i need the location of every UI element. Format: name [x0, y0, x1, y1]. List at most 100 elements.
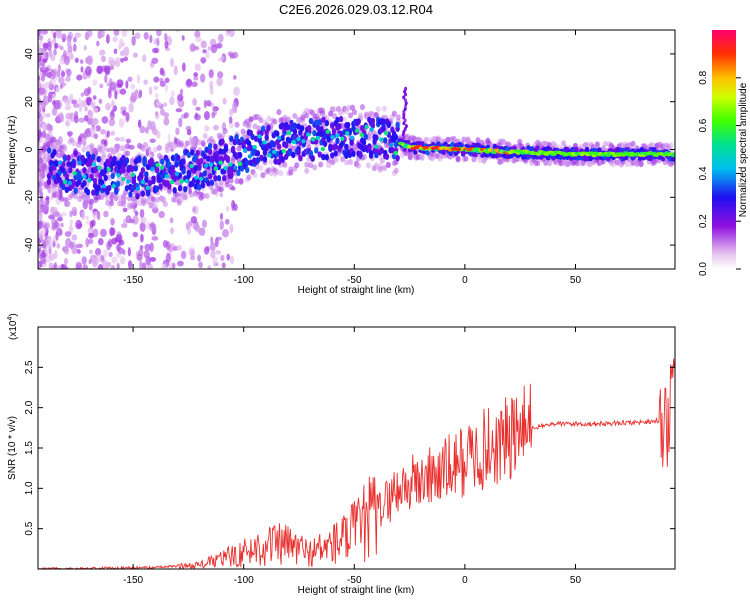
heatmap-speckle: [92, 107, 99, 114]
heatmap-speckle: [114, 137, 121, 142]
heatmap-speckle: [90, 126, 97, 134]
heatmap-halo: [304, 107, 310, 114]
heatmap-speckle: [48, 253, 55, 261]
heatmap-halo: [238, 177, 244, 184]
heatmap-speckle: [75, 243, 83, 249]
heatmap-core-cell: [330, 134, 335, 140]
heatmap-speckle: [38, 120, 41, 131]
heatmap-speckle: [151, 236, 159, 241]
heatmap-ridge-cell: [393, 141, 399, 148]
heatmap-speckle: [97, 210, 101, 221]
heatmap-speckle: [210, 250, 216, 259]
heatmap-speckle: [92, 257, 98, 268]
heatmap-speckle: [38, 133, 41, 144]
heatmap-speckle: [161, 263, 167, 269]
heatmap-halo: [53, 191, 59, 198]
heatmap-halo: [115, 143, 121, 150]
heatmap-halo: [234, 178, 240, 185]
heatmap-ridge-cell: [237, 151, 243, 159]
heatmap-core-cell: [393, 150, 399, 156]
heatmap-speckle: [38, 54, 42, 63]
heatmap-halo: [41, 147, 47, 154]
heatmap-ridge-cell: [289, 125, 294, 132]
heatmap-ridge-cell: [303, 134, 308, 141]
heatmap-core-cell: [87, 178, 92, 183]
heatmap-speckle: [233, 75, 237, 80]
heatmap-speckle: [105, 102, 111, 111]
heatmap-ridge-cell: [206, 180, 211, 187]
heatmap-speckle: [226, 253, 231, 261]
heatmap-speckle: [120, 106, 127, 112]
heatmap-ridge-cell: [142, 160, 147, 167]
heatmap-speckle: [111, 256, 118, 264]
heatmap-speckle: [78, 103, 83, 113]
heatmap-speckle: [149, 34, 153, 44]
heatmap-speckle: [47, 242, 53, 249]
heatmap-ridge-cell: [68, 166, 73, 174]
heatmap-speckle: [205, 126, 210, 131]
heatmap-ridge-cell: [73, 150, 78, 157]
heatmap-speckle: [219, 192, 223, 198]
colorbar-tick-label: 0.0: [698, 262, 709, 276]
heatmap-ridge-cell: [195, 178, 200, 185]
heatmap-speckle: [116, 79, 124, 87]
heatmap-speckle: [63, 55, 70, 66]
heatmap-speckle: [139, 208, 145, 219]
heatmap-core-cell: [306, 132, 311, 137]
heatmap-ridge-cell: [551, 156, 556, 161]
heatmap-speckle: [121, 30, 128, 38]
heatmap-speckle: [136, 253, 143, 261]
heatmap-speckle: [55, 86, 61, 93]
heatmap-ridge-cell: [271, 141, 276, 148]
heatmap-ridge-cell: [71, 179, 77, 187]
heatmap-x-tick-label: 0: [462, 275, 468, 286]
heatmap-peak-cell: [422, 145, 429, 150]
heatmap-ridge-cell: [358, 150, 363, 158]
heatmap-halo: [119, 180, 125, 187]
heatmap-speckle: [232, 101, 238, 111]
heatmap-speckle: [41, 49, 47, 56]
heatmap-speckle: [129, 218, 135, 224]
heatmap-y-tick-label: 40: [24, 48, 35, 60]
heatmap-ridge-cell: [133, 165, 138, 172]
heatmap-core-cell: [349, 135, 355, 140]
heatmap-speckle: [41, 242, 47, 249]
heatmap-speckle: [149, 223, 157, 232]
snr-x-tick-label: -100: [234, 575, 254, 586]
heatmap-speckle: [192, 98, 198, 106]
heatmap-halo: [306, 139, 312, 146]
heatmap-speckle: [39, 114, 44, 123]
heatmap-halo: [246, 121, 252, 128]
heatmap-speckle: [210, 242, 216, 252]
heatmap-ridge-cell: [167, 183, 172, 190]
heatmap-ridge-cell: [310, 155, 315, 162]
heatmap-speckle: [39, 260, 43, 268]
heatmap-speckle: [92, 79, 98, 86]
heatmap-speckle: [42, 203, 50, 211]
heatmap-halo: [172, 196, 178, 203]
heatmap-speckle: [164, 77, 170, 84]
heatmap-halo: [252, 123, 258, 130]
heatmap-core-cell: [213, 166, 219, 171]
heatmap-speckle: [177, 93, 184, 102]
heatmap-halo: [218, 186, 224, 193]
heatmap-speckle: [175, 108, 183, 113]
heatmap-speckle: [109, 81, 117, 91]
heatmap-speckle: [69, 52, 74, 60]
snr-scale-suffix: ): [8, 313, 19, 316]
heatmap-ridge-cell: [108, 155, 114, 163]
heatmap-ridge-cell: [52, 149, 57, 156]
heatmap-speckle: [143, 250, 150, 259]
heatmap-halo: [170, 141, 176, 148]
colorbar-tick-label: 0.6: [698, 118, 709, 132]
heatmap-speckle: [61, 33, 67, 42]
heatmap-speckle: [169, 96, 175, 106]
heatmap-speckle: [69, 241, 74, 250]
heatmap-core-cell: [82, 174, 87, 180]
heatmap-ridge-cell: [71, 161, 77, 169]
heatmap-halo: [282, 161, 288, 168]
heatmap-speckle: [225, 30, 232, 34]
heatmap-speckle: [201, 219, 207, 228]
heatmap-speckle: [195, 224, 201, 233]
heatmap-speckle: [110, 130, 116, 136]
